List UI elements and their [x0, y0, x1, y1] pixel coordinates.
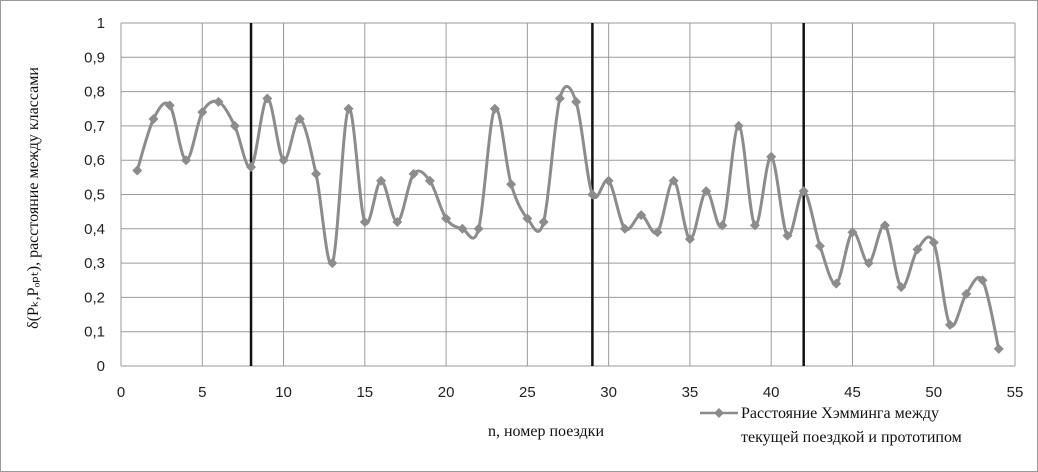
x-tick-label: 55: [1007, 384, 1024, 401]
data-point: [181, 155, 192, 166]
legend: Расстояние Хэмминга между текущей поездк…: [700, 405, 962, 446]
data-point: [879, 220, 890, 231]
y-axis-label: δ(Pₖ,Pₒₚₜ), расстояние между классами: [25, 67, 42, 329]
y-tick-label: 1: [97, 15, 105, 32]
y-tick-label: 0,6: [84, 152, 105, 169]
x-tick-label: 50: [925, 384, 942, 401]
x-tick-label: 25: [519, 384, 536, 401]
data-point: [701, 186, 712, 197]
data-point: [343, 103, 354, 114]
series-group: [132, 85, 1004, 354]
data-point: [684, 234, 695, 245]
y-tick-label: 0,9: [84, 49, 105, 66]
y-tick-label: 0,7: [84, 118, 105, 135]
data-point: [766, 151, 777, 162]
x-tick-labels: 0 5 10 15 20 25 30 35 40 45 50 55: [117, 384, 1024, 401]
data-point: [229, 120, 240, 131]
data-point: [359, 216, 370, 227]
data-point: [831, 278, 842, 289]
data-point: [148, 114, 159, 125]
data-point: [668, 175, 679, 186]
data-point: [554, 93, 565, 104]
data-point: [489, 103, 500, 114]
y-tick-label: 0,1: [84, 324, 105, 341]
x-tick-label: 35: [682, 384, 699, 401]
data-point: [977, 275, 988, 286]
legend-label-line-1: Расстояние Хэмминга между: [741, 405, 939, 422]
data-point: [408, 168, 419, 179]
x-tick-label: 0: [117, 384, 125, 401]
x-tick-label: 10: [275, 384, 292, 401]
data-point: [749, 220, 760, 231]
y-tick-label: 0,4: [84, 221, 105, 238]
data-point: [197, 107, 208, 118]
data-point: [814, 240, 825, 251]
data-point: [603, 175, 614, 186]
y-tick-label: 0,3: [84, 255, 105, 272]
data-point: [506, 179, 517, 190]
data-point: [863, 258, 874, 269]
data-point: [311, 168, 322, 179]
data-point: [262, 93, 273, 104]
data-point: [896, 282, 907, 293]
data-point: [522, 213, 533, 224]
data-point: [441, 213, 452, 224]
legend-label-line-2: текущей поездкой и прототипом: [741, 429, 962, 446]
grid: [120, 22, 1016, 367]
data-point: [944, 319, 955, 330]
data-point: [636, 210, 647, 221]
data-point: [928, 237, 939, 248]
data-point: [164, 100, 175, 111]
x-tick-label: 5: [198, 384, 206, 401]
legend-marker: [714, 408, 724, 418]
data-point: [798, 186, 809, 197]
data-point: [246, 162, 257, 173]
y-tick-label: 0,5: [84, 187, 105, 204]
data-point: [782, 230, 793, 241]
x-axis-label: n, номер поездки: [488, 423, 604, 440]
x-tick-label: 15: [356, 384, 373, 401]
data-point: [961, 288, 972, 299]
data-point: [717, 220, 728, 231]
x-tick-label: 20: [438, 384, 455, 401]
data-point: [213, 96, 224, 107]
data-point: [571, 96, 582, 107]
x-tick-label: 40: [763, 384, 780, 401]
data-point: [733, 120, 744, 131]
data-point: [912, 244, 923, 255]
y-tick-label: 0,2: [84, 289, 105, 306]
data-point: [473, 223, 484, 234]
data-point: [457, 223, 468, 234]
data-point: [278, 155, 289, 166]
y-tick-labels: 0 0,1 0,2 0,3 0,4 0,5 0,6 0,7 0,8 0,9 1: [84, 15, 105, 375]
y-tick-label: 0: [97, 358, 105, 375]
data-point: [993, 343, 1004, 354]
data-point: [619, 223, 630, 234]
data-point: [294, 114, 305, 125]
data-point: [132, 165, 143, 176]
data-point: [538, 216, 549, 227]
data-point: [847, 227, 858, 238]
y-tick-label: 0,8: [84, 84, 105, 101]
x-tick-label: 30: [600, 384, 617, 401]
data-point: [424, 175, 435, 186]
x-tick-label: 45: [844, 384, 861, 401]
data-point: [327, 258, 338, 269]
data-point: [587, 189, 598, 200]
data-point: [652, 227, 663, 238]
data-point: [392, 216, 403, 227]
data-point: [376, 175, 387, 186]
